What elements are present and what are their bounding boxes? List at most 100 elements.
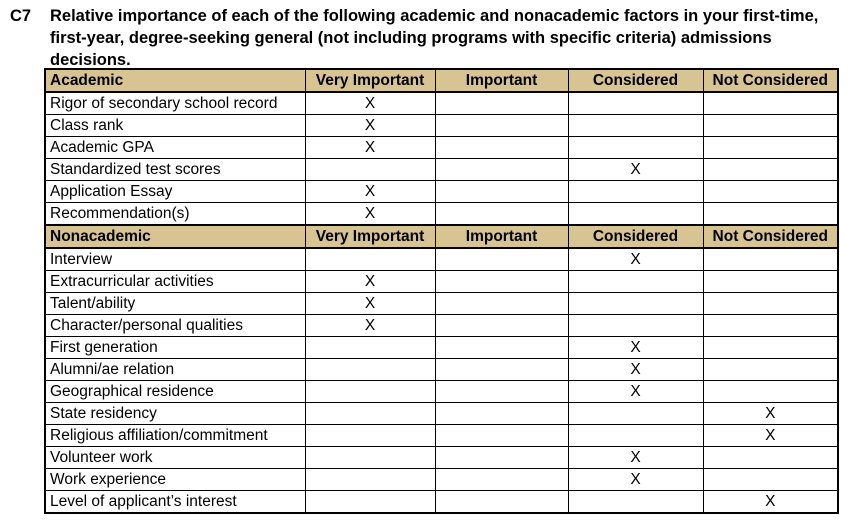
rating-cell-not-considered: X bbox=[702, 490, 839, 514]
rating-cell-very-important: X bbox=[304, 136, 436, 159]
rating-cell-very-important bbox=[304, 336, 436, 359]
rating-cell-not-considered bbox=[702, 247, 839, 271]
factor-label: First generation bbox=[44, 336, 306, 359]
rating-cell-considered bbox=[567, 180, 704, 203]
rating-mark: X bbox=[765, 404, 776, 422]
rating-cell-not-considered bbox=[702, 202, 839, 226]
rating-cell-very-important bbox=[304, 247, 436, 271]
column-header-important: Important bbox=[434, 224, 569, 249]
question-header: C7 Relative importance of each of the fo… bbox=[10, 5, 822, 71]
rating-mark: X bbox=[364, 138, 376, 156]
rating-cell-very-important bbox=[304, 380, 436, 403]
section-header-nonacademic: Nonacademic bbox=[44, 224, 306, 249]
rating-cell-considered bbox=[567, 136, 704, 159]
rating-mark: X bbox=[364, 94, 376, 112]
rating-cell-not-considered bbox=[702, 314, 839, 337]
column-header-very-important: Very Important bbox=[304, 224, 436, 249]
rating-cell-important bbox=[434, 158, 569, 181]
question-id: C7 bbox=[10, 7, 32, 25]
rating-cell-not-considered bbox=[702, 180, 839, 203]
factor-label: Extracurricular activities bbox=[44, 270, 306, 293]
rating-mark: X bbox=[364, 116, 376, 134]
rating-cell-very-important bbox=[304, 446, 436, 469]
rating-cell-very-important: X bbox=[304, 292, 436, 315]
factor-label: Character/personal qualities bbox=[44, 314, 306, 337]
rating-cell-very-important bbox=[304, 468, 436, 491]
table-row: Class rank X bbox=[44, 114, 839, 137]
rating-cell-important bbox=[434, 490, 569, 514]
rating-cell-important bbox=[434, 468, 569, 491]
table-row: Recommendation(s) X bbox=[44, 202, 839, 226]
rating-cell-considered bbox=[567, 402, 704, 425]
rating-cell-very-important bbox=[304, 402, 436, 425]
rating-cell-not-considered bbox=[702, 136, 839, 159]
rating-cell-considered bbox=[567, 202, 704, 226]
factor-label: Volunteer work bbox=[44, 446, 306, 469]
rating-cell-very-important bbox=[304, 490, 436, 514]
rating-cell-important bbox=[434, 136, 569, 159]
table-row: Volunteer work X bbox=[44, 446, 839, 469]
rating-mark: X bbox=[364, 316, 376, 334]
rating-cell-very-important bbox=[304, 424, 436, 447]
rating-cell-important bbox=[434, 91, 569, 115]
table-row: Interview X bbox=[44, 247, 839, 271]
rating-cell-very-important: X bbox=[304, 180, 436, 203]
rating-cell-not-considered bbox=[702, 114, 839, 137]
table-row: Character/personal qualities X bbox=[44, 314, 839, 337]
rating-cell-considered bbox=[567, 490, 704, 514]
section-header-row-nonacademic: Nonacademic Very Important Important Consid… bbox=[44, 224, 839, 249]
factor-label: Application Essay bbox=[44, 180, 306, 203]
factor-label: Level of applicant’s interest bbox=[44, 490, 306, 514]
column-header-considered: Considered bbox=[567, 224, 704, 249]
rating-mark: X bbox=[364, 182, 376, 200]
rating-cell-not-considered: X bbox=[702, 402, 839, 425]
rating-mark: X bbox=[364, 272, 376, 290]
rating-cell-not-considered bbox=[702, 91, 839, 115]
rating-cell-considered: X bbox=[567, 336, 704, 359]
rating-mark: X bbox=[364, 294, 376, 312]
rating-cell-considered bbox=[567, 114, 704, 137]
rating-cell-very-important: X bbox=[304, 202, 436, 226]
rating-cell-very-important bbox=[304, 158, 436, 181]
factor-label: Work experience bbox=[44, 468, 306, 491]
rating-cell-very-important: X bbox=[304, 114, 436, 137]
rating-cell-considered: X bbox=[567, 158, 704, 181]
table-row: Extracurricular activities X bbox=[44, 270, 839, 293]
factor-label: Standardized test scores bbox=[44, 158, 306, 181]
rating-cell-important bbox=[434, 380, 569, 403]
rating-cell-considered: X bbox=[567, 468, 704, 491]
rating-cell-not-considered bbox=[702, 446, 839, 469]
rating-cell-important bbox=[434, 402, 569, 425]
column-header-very-important: Very Important bbox=[304, 68, 436, 93]
rating-cell-considered bbox=[567, 314, 704, 337]
rating-cell-very-important: X bbox=[304, 91, 436, 115]
table-row: State residency X bbox=[44, 402, 839, 425]
rating-cell-important bbox=[434, 292, 569, 315]
factor-label: Rigor of secondary school record bbox=[44, 91, 306, 115]
table-row: Work experience X bbox=[44, 468, 839, 491]
column-header-not-considered: Not Considered bbox=[702, 224, 839, 249]
rating-cell-important bbox=[434, 202, 569, 226]
table-row: Geographical residence X bbox=[44, 380, 839, 403]
rating-cell-considered: X bbox=[567, 358, 704, 381]
rating-cell-considered bbox=[567, 91, 704, 115]
column-header-considered: Considered bbox=[567, 68, 704, 93]
rating-mark: X bbox=[630, 338, 641, 356]
rating-cell-not-considered bbox=[702, 468, 839, 491]
rating-cell-very-important: X bbox=[304, 314, 436, 337]
factor-label: Geographical residence bbox=[44, 380, 306, 403]
rating-mark: X bbox=[630, 448, 641, 466]
rating-cell-considered bbox=[567, 270, 704, 293]
rating-mark: X bbox=[630, 160, 641, 178]
table-row: Rigor of secondary school record X bbox=[44, 91, 839, 115]
rating-cell-important bbox=[434, 358, 569, 381]
rating-mark: X bbox=[630, 470, 641, 488]
column-header-important: Important bbox=[434, 68, 569, 93]
table-row: Academic GPA X bbox=[44, 136, 839, 159]
rating-cell-very-important: X bbox=[304, 270, 436, 293]
rating-cell-considered: X bbox=[567, 247, 704, 271]
rating-cell-not-considered bbox=[702, 380, 839, 403]
rating-cell-important bbox=[434, 247, 569, 271]
table-row: Religious affiliation/commitment X bbox=[44, 424, 839, 447]
